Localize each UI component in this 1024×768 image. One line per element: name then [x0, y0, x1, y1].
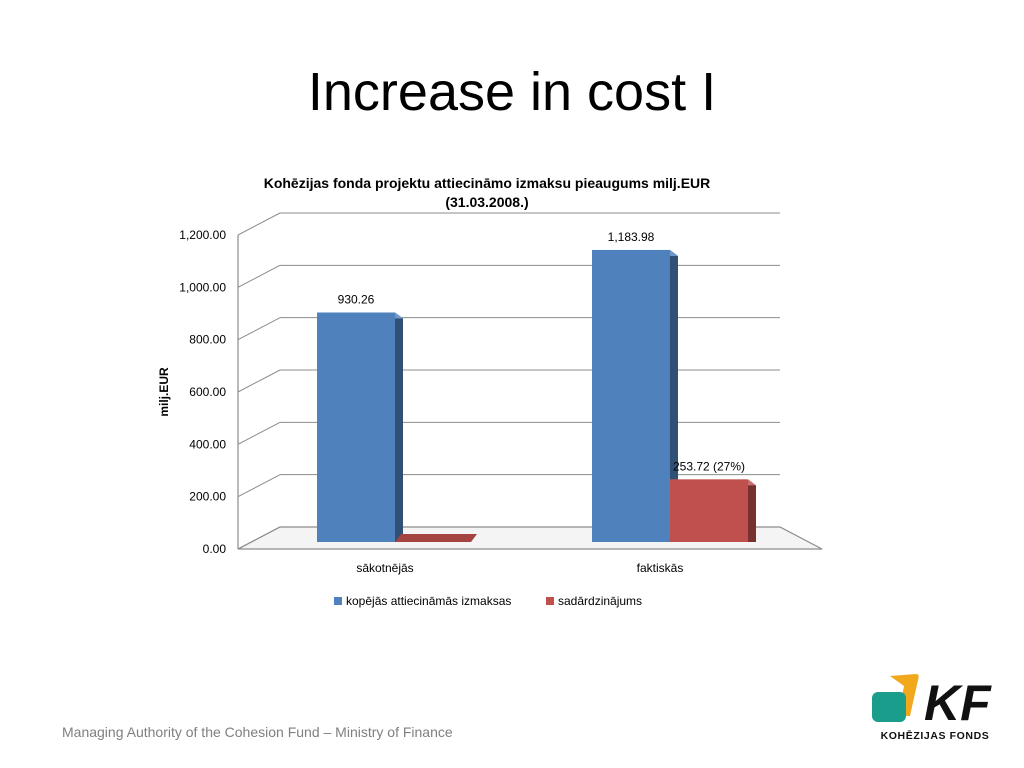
logo-subtitle: KOHĒZIJAS FONDS — [880, 730, 990, 742]
side-wall-line — [237, 212, 281, 236]
x-tick-label-1: faktiskās — [637, 561, 684, 575]
x-tick-label-0: sākotnējās — [356, 561, 413, 575]
y-tick-label: 400.00 — [189, 437, 226, 451]
legend-swatch-0 — [334, 597, 342, 605]
side-wall-line — [237, 421, 281, 445]
slide-title: Increase in cost I — [307, 62, 717, 122]
footer-text: Managing Authority of the Cohesion Fund … — [62, 724, 453, 740]
kf-logo-mark: KF — [872, 674, 992, 731]
bar-side-1-1 — [748, 479, 756, 542]
y-tick-label: 1,000.00 — [179, 280, 226, 294]
side-wall-line — [237, 526, 281, 550]
data-label-0-1: 1,183.98 — [608, 230, 655, 244]
bar-side-0-0 — [395, 312, 403, 542]
bar-0-0 — [317, 312, 395, 542]
y-tick-label: 600.00 — [189, 385, 226, 399]
bar-0-1 — [592, 249, 670, 542]
bar-1-1 — [670, 479, 748, 542]
y-axis-label: milj.EUR — [157, 367, 171, 417]
labels: 0.00 200.00 400.00 600.00 800.00 1,000.00 1,20… — [179, 228, 745, 575]
side-wall-line — [237, 474, 281, 498]
bar-side-0-1 — [670, 249, 678, 542]
side-wall-line — [237, 317, 281, 341]
svg-text:KF: KF — [924, 675, 992, 731]
chart-subtitle: (31.03.2008.) — [445, 194, 528, 210]
chart-title: Kohēzijas fonda projektu attiecināmo izm… — [264, 175, 711, 191]
side-wall-line — [237, 264, 281, 288]
legend-label-1: sadārdzinājums — [558, 594, 642, 608]
side-wall-line — [237, 369, 281, 393]
y-tick-label: 200.00 — [189, 490, 226, 504]
y-tick-label: 1,200.00 — [179, 228, 226, 242]
bars — [317, 249, 756, 542]
y-tick-label: 0.00 — [203, 542, 227, 556]
legend-label-0: kopējās attiecināmās izmaksas — [346, 594, 511, 608]
data-label-1-1: 253.72 (27%) — [673, 459, 745, 473]
data-label-0-0: 930.26 — [338, 293, 375, 307]
legend: kopējās attiecināmās izmaksas sadārdzināj… — [334, 594, 642, 608]
legend-swatch-1 — [546, 597, 554, 605]
kf-logo: KF KOHĒZIJAS FONDS — [868, 672, 1008, 746]
bar-flat-1-0 — [395, 534, 477, 542]
y-tick-label: 800.00 — [189, 333, 226, 347]
